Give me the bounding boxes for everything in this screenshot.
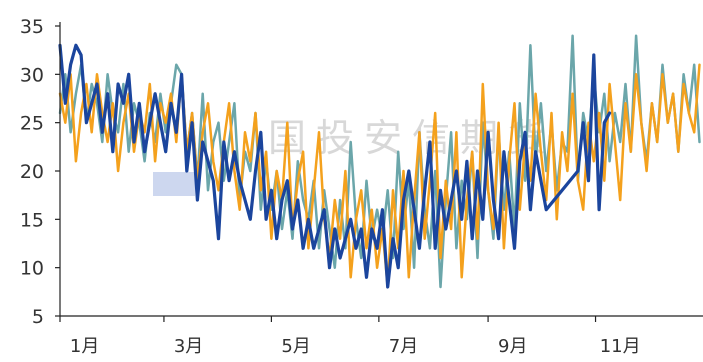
watermark-logo-block [153,172,195,196]
y-tick-label: 25 [20,113,44,135]
x-tick-label: 1月 [70,336,99,357]
x-tick-label: 5月 [281,336,310,357]
y-tick-label: 5 [32,306,44,328]
y-tick-label: 35 [20,16,44,38]
y-tick-label: 30 [20,64,44,86]
x-axis: 1月 3月 5月 7月 9月 11月 [59,316,641,357]
series-layer [58,34,701,289]
y-tick-label: 20 [20,161,44,183]
series-line-2 [58,63,701,289]
x-tick-label: 9月 [498,336,527,357]
series-line-3 [58,43,612,289]
x-tick-label: 11月 [600,336,641,357]
y-tick-label: 10 [20,258,44,280]
y-axis: 5 10 15 20 25 30 35 [20,16,60,328]
x-tick-label: 7月 [389,336,418,357]
x-tick-label: 3月 [174,336,203,357]
y-tick-label: 15 [20,209,44,231]
